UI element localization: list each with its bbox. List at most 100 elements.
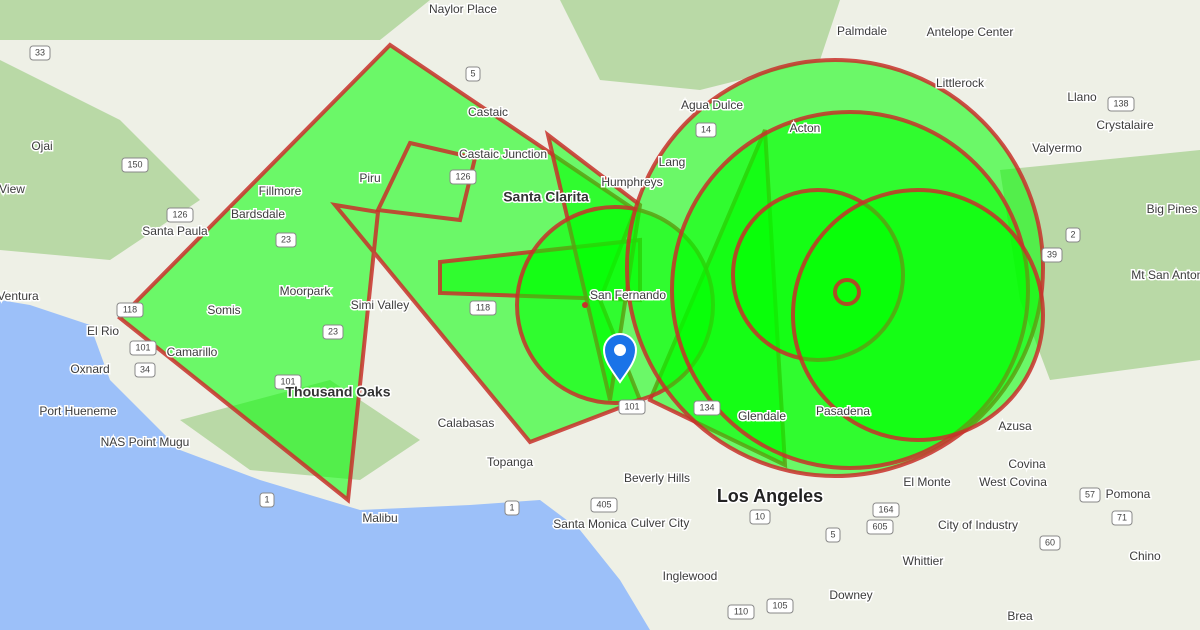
place-label: Whittier	[903, 554, 944, 568]
shield	[693, 400, 721, 416]
place-label: Ventura	[0, 289, 39, 303]
coverage-area[interactable]	[117, 42, 643, 504]
place-label: Bardsdale	[231, 207, 285, 221]
shield-number: 23	[328, 326, 338, 336]
shield-number: 2	[1070, 229, 1075, 239]
shield	[322, 324, 344, 340]
shield-number: 164	[878, 504, 893, 514]
shield-number: 1	[509, 502, 514, 512]
place-label: Humphreys	[601, 175, 662, 189]
place-label: Inglewood	[663, 569, 718, 583]
shield-number: 1	[264, 494, 269, 504]
place-label: Crystalaire	[1096, 118, 1154, 132]
shield-number: 405	[596, 499, 611, 509]
place-label: Moorpark	[280, 284, 332, 298]
shield-number: 101	[135, 342, 150, 352]
shield-number: 5	[830, 529, 835, 539]
shield	[727, 604, 755, 620]
place-label: El Rio	[87, 324, 119, 338]
shield-number: 134	[699, 402, 714, 412]
coverage-area[interactable]	[791, 188, 1045, 442]
place-label: Brea	[1007, 609, 1033, 623]
place-label: Pasadena	[816, 404, 870, 418]
coverage-area[interactable]	[833, 278, 861, 306]
place-label: Mt San Antonio	[1131, 268, 1200, 282]
place-label: Beverly Hills	[624, 471, 690, 485]
shield	[259, 492, 275, 508]
shield-number: 118	[123, 304, 137, 314]
place-label: Agua Dulce	[681, 98, 743, 112]
place-label: El Monte	[903, 475, 951, 489]
place-label: Pomona	[1106, 487, 1151, 501]
shield	[275, 232, 297, 248]
shield-number: 60	[1045, 537, 1055, 547]
place-label: Malibu	[362, 511, 397, 525]
place-label: Fillmore	[259, 184, 302, 198]
shield-number: 14	[701, 124, 711, 134]
place-label: Calabasas	[438, 416, 495, 430]
place-label: Somis	[207, 303, 240, 317]
place-label: Downey	[829, 588, 872, 602]
shield	[469, 300, 497, 316]
shield-number: 101	[280, 376, 295, 386]
shield	[872, 502, 900, 518]
shield-number: 110	[734, 606, 748, 616]
shield	[1079, 487, 1101, 503]
place-label: Oxnard	[70, 362, 109, 376]
location-pin[interactable]	[602, 333, 638, 384]
shield-number: 605	[872, 521, 887, 531]
place-label: Piru	[359, 171, 380, 185]
shield	[134, 362, 156, 378]
place-label: Glendale	[738, 409, 786, 423]
shield-number: 10	[755, 511, 765, 521]
place-label: Santa Paula	[142, 224, 208, 238]
place-label: NAS Point Mugu	[101, 435, 190, 449]
place-label: Littlerock	[936, 76, 985, 90]
place-label: Port Hueneme	[39, 404, 117, 418]
shield-number: 5	[470, 68, 475, 78]
place-label: Ojai	[31, 139, 52, 153]
pin-dot	[614, 344, 626, 356]
place-label: Lang	[659, 155, 686, 169]
shield-number: 126	[455, 171, 470, 181]
place-label: Azusa	[998, 419, 1032, 433]
shield-number: 126	[172, 209, 187, 219]
pin[interactable]	[602, 333, 638, 384]
shield	[129, 340, 157, 356]
ocean	[0, 300, 650, 630]
place-label: Culver City	[631, 516, 690, 530]
place-label: Simi Valley	[351, 298, 409, 312]
shield	[166, 207, 194, 223]
place-label: City of Industry	[938, 518, 1018, 532]
shield	[1039, 535, 1061, 551]
shield-number: 39	[1047, 249, 1057, 259]
place-label: Thousand Oaks	[285, 384, 390, 400]
shield-number: 138	[1113, 98, 1128, 108]
shield	[29, 45, 51, 61]
center-dot	[582, 302, 588, 308]
overlay	[117, 42, 1045, 504]
place-label: West Covina	[979, 475, 1047, 489]
shield	[866, 519, 894, 535]
shield	[1111, 510, 1133, 526]
shield	[274, 374, 302, 390]
place-label: Antelope Center	[927, 25, 1014, 39]
place-label: Santa Monica	[553, 517, 627, 531]
shield-number: 105	[772, 600, 787, 610]
place-label: Acton	[790, 121, 821, 135]
shield	[121, 157, 149, 173]
shield-number: 34	[140, 364, 150, 374]
shield-number: 23	[281, 234, 291, 244]
place-label: Llano	[1067, 90, 1097, 104]
place-label: Covina	[1008, 457, 1046, 471]
shield	[825, 527, 841, 543]
place-label: Palmdale	[837, 24, 887, 38]
shield-number: 118	[476, 302, 490, 312]
place-label: Camarillo	[167, 345, 218, 359]
coverage-area[interactable]	[374, 140, 478, 223]
shield	[749, 509, 771, 525]
shield	[590, 497, 618, 513]
